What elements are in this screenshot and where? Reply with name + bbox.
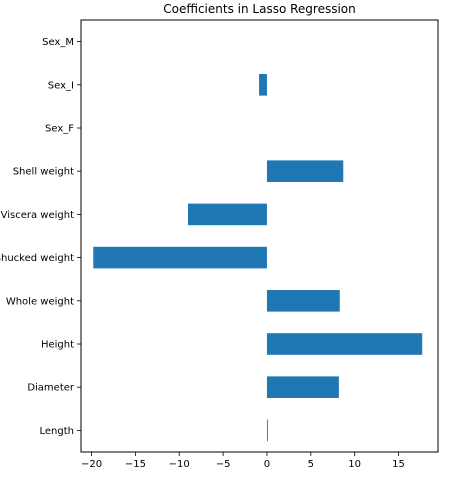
y-tick-label: Shucked weight: [0, 253, 74, 264]
x-tick-label: −10: [169, 459, 190, 470]
bar-shell-weight: [266, 160, 344, 182]
bars-group: [93, 74, 423, 442]
x-tick-label: 15: [392, 459, 405, 470]
x-axis: −20 −15 −10 −5 0 5 10 15: [81, 452, 405, 470]
bar-viscera-weight: [188, 203, 267, 226]
x-tick-label: −20: [81, 459, 102, 470]
chart-title: Coefficients in Lasso Regression: [163, 2, 356, 16]
y-tick-label: Viscera weight: [1, 210, 74, 221]
y-tick-label: Whole weight: [6, 296, 74, 307]
x-tick-label: −5: [216, 459, 231, 470]
plot-frame: [80, 19, 439, 453]
y-tick-label: Diameter: [27, 383, 75, 394]
bar-shucked-weight: [93, 246, 267, 269]
y-tick-label: Length: [40, 426, 75, 437]
x-tick-label: 0: [264, 459, 270, 470]
x-tick-label: 10: [348, 459, 361, 470]
y-tick-label: Sex_I: [48, 80, 74, 91]
y-tick-label: Sex_F: [45, 124, 74, 135]
bar-diameter: [266, 376, 339, 398]
bar-sex-i: [259, 74, 267, 96]
bar-height: [266, 333, 423, 355]
y-tick-label: Shell weight: [13, 167, 74, 178]
y-tick-label: Height: [41, 340, 74, 351]
x-tick-label: 5: [308, 459, 314, 470]
bar-length: [266, 419, 268, 442]
y-tick-label: Sex_M: [42, 37, 74, 48]
bar-whole-weight: [266, 290, 340, 312]
x-tick-label: −15: [125, 459, 146, 470]
y-axis: Length Diameter Height Whole weight Shucked …: [0, 37, 81, 437]
